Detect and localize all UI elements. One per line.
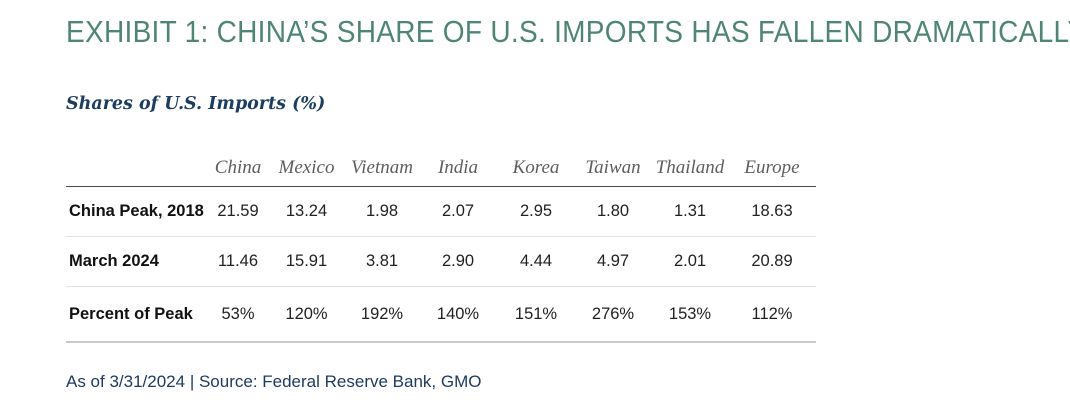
imports-table-container: China Mexico Vietnam India Korea Taiwan … [66,150,816,343]
column-header-taiwan: Taiwan [574,150,652,187]
column-header-vietnam: Vietnam [346,150,418,187]
table-cell: 140% [418,286,498,343]
row-label: Percent of Peak [66,286,209,343]
source-footnote: As of 3/31/2024 | Source: Federal Reserv… [66,372,482,391]
table-header-row: China Mexico Vietnam India Korea Taiwan … [66,150,816,187]
column-header-label [66,150,209,187]
table-cell: 13.24 [267,186,346,237]
table-cell: 151% [498,286,574,343]
exhibit-title: EXHIBIT 1: CHINA’S SHARE OF U.S. IMPORTS… [66,14,1070,49]
table-subtitle: Shares of U.S. Imports (%) [66,94,326,114]
table-row-percent-of-peak: Percent of Peak 53% 120% 192% 140% 151% … [66,286,816,343]
table-cell: 2.95 [498,186,574,237]
table-cell: 192% [346,286,418,343]
imports-share-table: China Mexico Vietnam India Korea Taiwan … [66,150,816,343]
table-cell: 4.44 [498,236,574,287]
table-cell: 120% [267,286,346,343]
table-cell: 3.81 [346,236,418,287]
table-row-china-peak: China Peak, 2018 21.59 13.24 1.98 2.07 2… [66,186,816,237]
table-cell: 2.90 [418,236,498,287]
column-header-mexico: Mexico [267,150,346,187]
table-cell: 20.89 [728,236,816,287]
column-header-europe: Europe [728,150,816,187]
table-cell: 2.01 [652,236,728,287]
row-label: China Peak, 2018 [66,186,209,237]
column-header-china: China [209,150,267,187]
table-cell: 112% [728,286,816,343]
table-row-march-2024: March 2024 11.46 15.91 3.81 2.90 4.44 4.… [66,236,816,287]
table-cell: 11.46 [209,236,267,287]
table-cell: 153% [652,286,728,343]
table-cell: 53% [209,286,267,343]
table-cell: 4.97 [574,236,652,287]
column-header-thailand: Thailand [652,150,728,187]
table-cell: 15.91 [267,236,346,287]
row-label: March 2024 [66,236,209,287]
table-cell: 276% [574,286,652,343]
table-cell: 21.59 [209,186,267,237]
table-cell: 1.98 [346,186,418,237]
column-header-korea: Korea [498,150,574,187]
table-cell: 1.80 [574,186,652,237]
table-cell: 18.63 [728,186,816,237]
table-cell: 1.31 [652,186,728,237]
table-cell: 2.07 [418,186,498,237]
column-header-india: India [418,150,498,187]
